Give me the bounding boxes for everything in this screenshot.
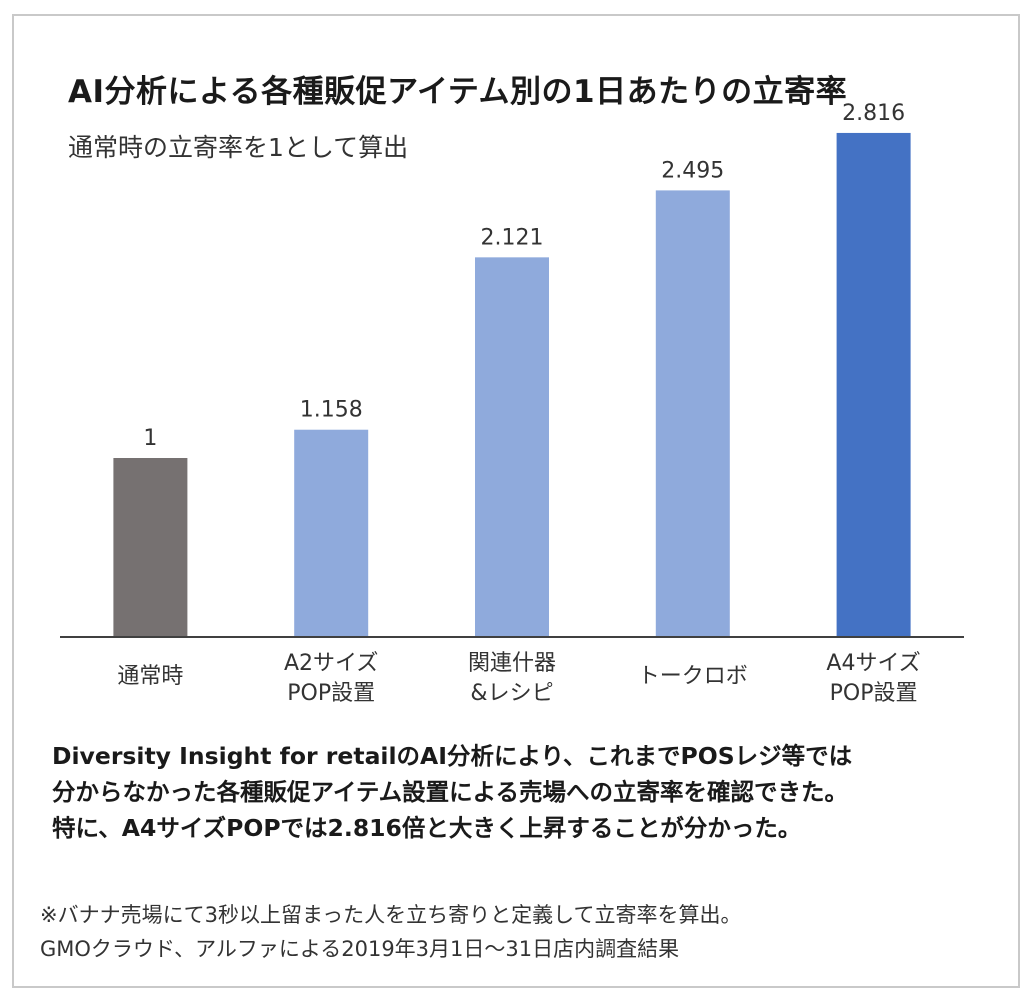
- data-label: 2.816: [842, 101, 905, 126]
- bar: [294, 429, 369, 637]
- category-label: &レシピ: [470, 681, 553, 706]
- category-label: 通常時: [117, 664, 183, 689]
- category-label: POP設置: [830, 681, 918, 706]
- bar: [836, 132, 911, 637]
- bar: [475, 257, 549, 637]
- bar: [655, 190, 730, 637]
- category-label: トークロボ: [638, 664, 748, 689]
- summary-line: Diversity Insight for retailのAI分析により、これま…: [52, 742, 853, 770]
- data-label: 1.158: [300, 398, 363, 423]
- summary-line: 特に、A4サイズPOPでは2.816倍と大きく上昇することが分かった。: [52, 814, 802, 842]
- bar: [113, 458, 188, 637]
- summary-line: 分からなかった各種販促アイテム設置による売場への立寄率を確認できた。: [52, 778, 848, 806]
- category-label: A2サイズ: [284, 651, 378, 676]
- data-label: 1: [143, 426, 157, 451]
- bar-chart: 1 通常時 1.158 A2サイズ POP設置 2.121 関連什器&レシピ 2.495 トーク…: [60, 101, 964, 706]
- footnote-source: GMOクラウド、アルファによる2019年3月1日～31日店内調査結果: [40, 937, 680, 961]
- data-label: 2.121: [481, 225, 544, 250]
- chart-title: AI分析による各種販促アイテム別の1日あたりの立寄率: [68, 74, 848, 110]
- summary-text: Diversity Insight for retailのAI分析により、これま…: [52, 738, 1002, 846]
- category-label: POP設置: [287, 681, 375, 706]
- category-label: 関連什器: [468, 651, 556, 676]
- data-label: 2.495: [661, 158, 724, 183]
- footnotes: ※バナナ売場にて3秒以上留まった人を立ち寄りと定義して立寄率を算出。 GMOクラ…: [40, 898, 741, 966]
- footnote-definition: ※バナナ売場にて3秒以上留まった人を立ち寄りと定義して立寄率を算出。: [40, 903, 742, 927]
- chart-subtitle: 通常時の立寄率を1として算出: [68, 133, 409, 162]
- category-label: A4サイズ: [826, 651, 920, 676]
